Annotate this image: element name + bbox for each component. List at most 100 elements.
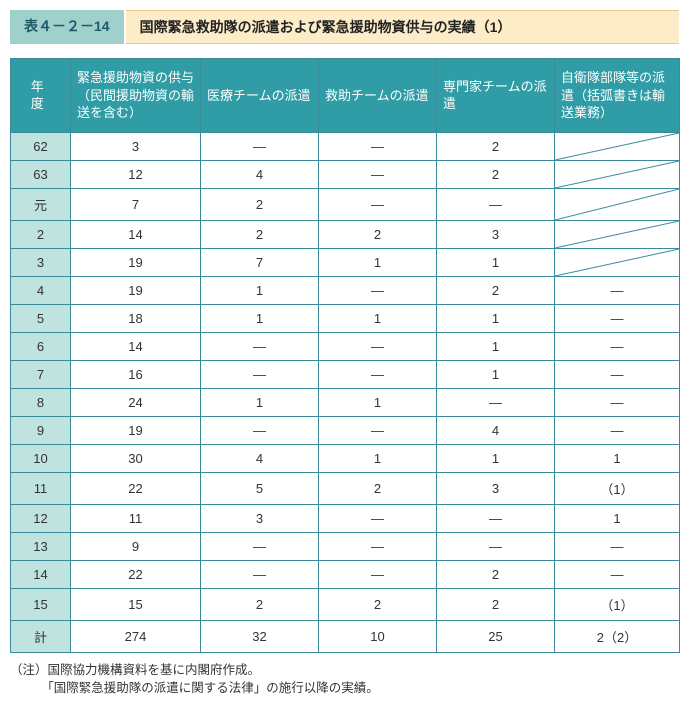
- table-row: 319711: [11, 248, 680, 276]
- data-cell: 3: [201, 504, 319, 532]
- data-cell: 32: [201, 620, 319, 652]
- table-row: 518111―: [11, 304, 680, 332]
- year-cell: 計: [11, 620, 71, 652]
- data-cell: ―: [201, 360, 319, 388]
- data-cell: 2: [201, 588, 319, 620]
- data-table: 年 度 緊急援助物資の供与（民間援助物資の輸送を含む） 医療チームの派遣 救助チ…: [10, 58, 680, 653]
- data-cell: 18: [71, 304, 201, 332]
- header-row: 年 度 緊急援助物資の供与（民間援助物資の輸送を含む） 医療チームの派遣 救助チ…: [11, 59, 680, 133]
- data-cell: 4: [201, 160, 319, 188]
- data-cell: 19: [71, 276, 201, 304]
- data-cell: 2: [319, 588, 437, 620]
- year-cell: 12: [11, 504, 71, 532]
- data-cell: ―: [201, 560, 319, 588]
- data-cell: ―: [555, 360, 680, 388]
- data-cell: （1）: [555, 472, 680, 504]
- title-bar: 表４－２－14 国際緊急救助隊の派遣および緊急援助物資供与の実績（1）: [10, 10, 679, 44]
- data-cell: ―: [555, 388, 680, 416]
- footnote-line-2: 「国際緊急援助隊の派遣に関する法律」の施行以降の実績。: [10, 679, 679, 698]
- data-cell: 2: [437, 132, 555, 160]
- data-cell: ―: [437, 504, 555, 532]
- data-cell: ―: [555, 532, 680, 560]
- data-cell: 25: [437, 620, 555, 652]
- data-cell: 10: [319, 620, 437, 652]
- data-cell: 3: [437, 472, 555, 504]
- year-cell: 7: [11, 360, 71, 388]
- data-cell: 1: [437, 248, 555, 276]
- data-cell: ―: [319, 532, 437, 560]
- table-number: 表４－２－14: [10, 10, 126, 44]
- data-cell: [555, 160, 680, 188]
- data-cell: 24: [71, 388, 201, 416]
- table-row: 614――1―: [11, 332, 680, 360]
- data-cell: 1: [555, 444, 680, 472]
- data-cell: ―: [201, 132, 319, 160]
- data-cell: 1: [201, 304, 319, 332]
- data-cell: [555, 248, 680, 276]
- table-title: 国際緊急救助隊の派遣および緊急援助物資供与の実績（1）: [126, 10, 679, 44]
- data-cell: ―: [437, 532, 555, 560]
- data-cell: ―: [319, 416, 437, 444]
- col-header-rescue: 救助チームの派遣: [319, 59, 437, 133]
- data-cell: 3: [437, 220, 555, 248]
- data-cell: 16: [71, 360, 201, 388]
- data-cell: 4: [201, 444, 319, 472]
- table-row: 計2743210252（2）: [11, 620, 680, 652]
- data-cell: 30: [71, 444, 201, 472]
- data-cell: ―: [437, 388, 555, 416]
- data-cell: 2: [437, 160, 555, 188]
- data-cell: 1: [201, 276, 319, 304]
- year-cell: 3: [11, 248, 71, 276]
- data-cell: ―: [319, 188, 437, 220]
- data-cell: 1: [437, 360, 555, 388]
- data-cell: 1: [319, 388, 437, 416]
- year-cell: 11: [11, 472, 71, 504]
- col-header-expert: 専門家チームの派遣: [437, 59, 555, 133]
- data-cell: ―: [201, 332, 319, 360]
- year-cell: 2: [11, 220, 71, 248]
- footnote-line-1: （注）国際協力機構資料を基に内閣府作成。: [10, 661, 679, 680]
- data-cell: 2: [319, 472, 437, 504]
- year-cell: 5: [11, 304, 71, 332]
- table-row: 82411――: [11, 388, 680, 416]
- data-cell: 22: [71, 472, 201, 504]
- data-cell: ―: [555, 276, 680, 304]
- data-cell: ―: [437, 188, 555, 220]
- data-cell: 3: [71, 132, 201, 160]
- data-cell: 15: [71, 588, 201, 620]
- data-cell: 2: [319, 220, 437, 248]
- data-cell: 1: [201, 388, 319, 416]
- year-cell: 13: [11, 532, 71, 560]
- data-cell: 7: [71, 188, 201, 220]
- table-row: 4191―2―: [11, 276, 680, 304]
- table-row: 623――2: [11, 132, 680, 160]
- data-cell: [555, 188, 680, 220]
- data-cell: 1: [437, 444, 555, 472]
- data-cell: ―: [319, 276, 437, 304]
- year-cell: 4: [11, 276, 71, 304]
- data-cell: （1）: [555, 588, 680, 620]
- data-cell: 1: [437, 332, 555, 360]
- data-cell: 2: [437, 560, 555, 588]
- data-cell: ―: [555, 332, 680, 360]
- year-cell: 14: [11, 560, 71, 588]
- data-cell: 14: [71, 220, 201, 248]
- table-body: 623――263124―2元72――2142233197114191―2―518…: [11, 132, 680, 652]
- data-cell: ―: [201, 416, 319, 444]
- table-row: 139――――: [11, 532, 680, 560]
- table-row: 214223: [11, 220, 680, 248]
- footnotes: （注）国際協力機構資料を基に内閣府作成。 「国際緊急援助隊の派遣に関する法律」の…: [10, 661, 679, 699]
- year-cell: 9: [11, 416, 71, 444]
- data-cell: ―: [319, 360, 437, 388]
- year-cell: 6: [11, 332, 71, 360]
- data-cell: 1: [319, 248, 437, 276]
- year-cell: 元: [11, 188, 71, 220]
- table-row: 元72――: [11, 188, 680, 220]
- year-cell: 63: [11, 160, 71, 188]
- year-cell: 8: [11, 388, 71, 416]
- col-header-sdf: 自衛隊部隊等の派遣（括弧書きは輸送業務）: [555, 59, 680, 133]
- data-cell: 11: [71, 504, 201, 532]
- table-row: 10304111: [11, 444, 680, 472]
- year-cell: 15: [11, 588, 71, 620]
- table-row: 716――1―: [11, 360, 680, 388]
